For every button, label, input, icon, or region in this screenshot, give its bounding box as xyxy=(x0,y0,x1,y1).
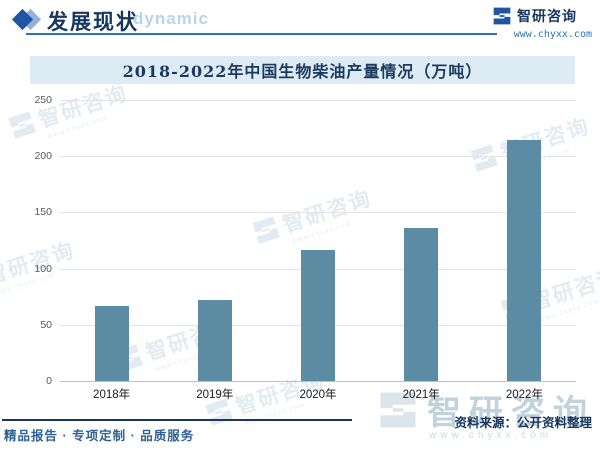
x-tick-label: 2018年 xyxy=(93,389,131,401)
brand-name: 智研咨询 xyxy=(517,8,577,24)
x-tick-label: 2020年 xyxy=(299,389,337,401)
y-tick-label: 150 xyxy=(34,206,52,219)
data-source: 资料来源：公开资料整理 xyxy=(454,416,592,430)
gridline-200 xyxy=(60,156,576,158)
y-tick-label: 100 xyxy=(34,262,52,275)
x-tick-label: 2021年 xyxy=(402,389,440,401)
gridline-250 xyxy=(60,100,576,101)
x-tick-label: 2019年 xyxy=(196,389,234,401)
page-title: 发展现状 xyxy=(47,9,139,34)
header: 发展现状 dynamic 智研咨询 www.chyxx.com xyxy=(0,0,600,40)
bar-column xyxy=(473,140,576,381)
bar-2018年 xyxy=(94,305,129,381)
bar-2022年 xyxy=(507,140,542,381)
y-tick-label: 50 xyxy=(40,318,52,331)
bar-column xyxy=(266,249,369,381)
bar-column xyxy=(60,305,163,381)
chart-title: 2018-2022年中国生物柴油产量情况（万吨） xyxy=(122,62,483,81)
x-tick-label: 2022年 xyxy=(505,389,543,401)
bar-column xyxy=(163,300,266,381)
zhiyan-logo-icon xyxy=(493,7,511,25)
footer: 精品报告 · 专项定制 · 品质服务 资料来源：公开资料整理 xyxy=(0,416,600,450)
zhiyan-logo-watermark-icon xyxy=(8,111,36,139)
brand-block: 智研咨询 www.chyxx.com xyxy=(492,6,592,40)
y-tick-label: 200 xyxy=(34,150,52,163)
bar-2021年 xyxy=(404,228,439,381)
bar-2020年 xyxy=(301,249,335,381)
x-axis-labels: 2018年 2019年 2020年 2021年 2022年 xyxy=(60,386,576,402)
footer-slogan: 精品报告 · 专项定制 · 品质服务 xyxy=(4,429,195,443)
plot-area: 0 50 100 150 200 250 2018年 2019年 2020年 2021年 2022… xyxy=(34,94,576,401)
gridline-0 xyxy=(60,381,576,382)
chart-title-band: 2018-2022年中国生物柴油产量情况（万吨） xyxy=(30,56,575,84)
y-tick-label: 0 xyxy=(46,375,52,387)
footer-divider xyxy=(2,419,352,421)
gridline-150 xyxy=(60,212,576,214)
section-bullet-diamond-icon xyxy=(11,8,42,31)
bar-2019年 xyxy=(197,300,232,381)
header-divider xyxy=(26,33,497,35)
dynamic-watermark-text: dynamic xyxy=(133,9,209,28)
bar-column xyxy=(370,228,473,381)
y-tick-label: 250 xyxy=(34,94,52,106)
bar-series xyxy=(60,100,576,381)
brand-url: www.chyxx.com xyxy=(513,29,592,40)
